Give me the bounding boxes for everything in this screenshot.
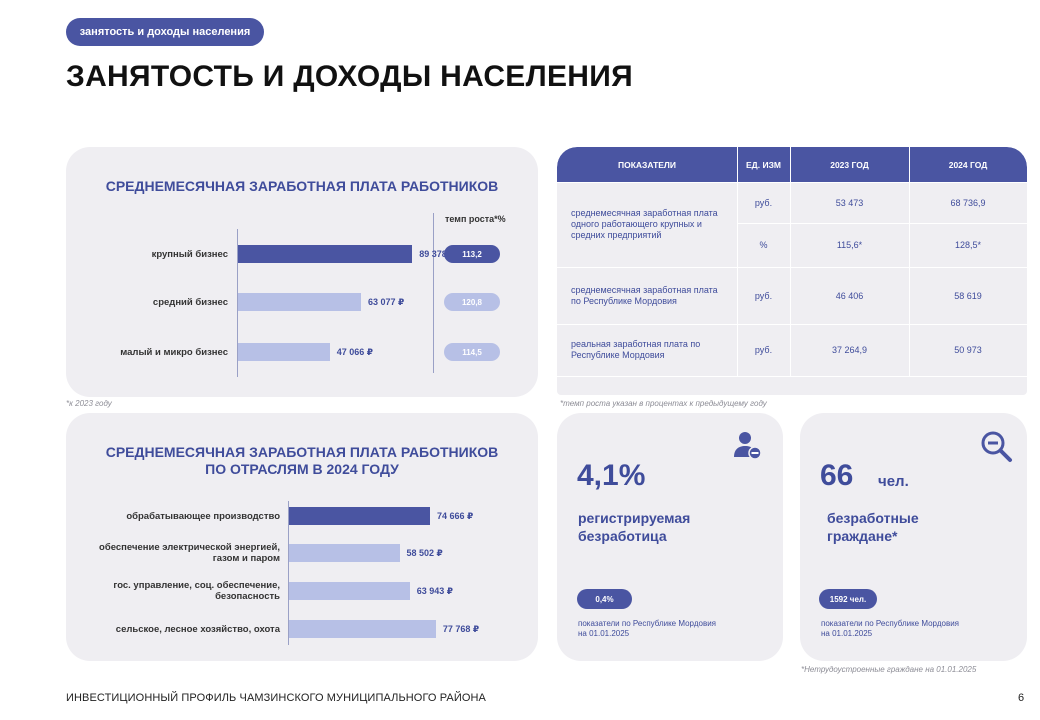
table-header: ПОКАЗАТЕЛИ ЕД. ИЗМ 2023 ГОД 2024 ГОД (557, 147, 1027, 182)
th-2023: 2023 ГОД (830, 159, 869, 170)
unemployment-label-line2: безработица (578, 528, 667, 544)
bar-value-label: 74 666 ₽ (437, 511, 474, 521)
salary-footnote: *к 2023 году (66, 399, 112, 408)
industry-chart-title-line1: СРЕДНЕМЕСЯЧНАЯ ЗАРАБОТНАЯ ПЛАТА РАБОТНИК… (105, 444, 499, 460)
region-unemployment-badge: 0,4% (577, 589, 632, 609)
unemployed-count-unit: чел. (878, 473, 909, 490)
unemployed-footnote: *Нетрудоустроенные граждане на 01.01.202… (801, 665, 977, 674)
section-tag[interactable]: занятость и доходы населения (66, 18, 264, 46)
table-cell-2024: 68 736,9 (950, 197, 986, 208)
table-footnote: *темп роста указан в процентах к предыду… (560, 399, 767, 408)
table-cell-2023: 115,6* (836, 240, 863, 250)
bar-value-label: 63 077 ₽ (368, 297, 405, 307)
table-divider (557, 376, 1027, 377)
table-divider (909, 147, 910, 182)
bar-category-label: обеспечение электрической энергией, газо… (99, 542, 280, 564)
table-cell-unit: руб. (754, 197, 773, 208)
bar-category-label: сельское, лесное хозяйство, охота (115, 623, 280, 635)
bar-category-label: гос. управление, соц. обеспечение, безоп… (113, 580, 280, 602)
user-minus-icon (734, 432, 762, 460)
table-cell-2024: 58 619 (954, 290, 982, 301)
th-indicator: ПОКАЗАТЕЛИ (617, 159, 677, 170)
bar-value-label: 77 768 ₽ (442, 624, 480, 634)
table-divider (557, 267, 1027, 268)
bar (289, 582, 410, 600)
th-2024: 2024 ГОД (948, 159, 988, 170)
table-cell-unit: % (759, 240, 768, 250)
unemployed-label: безработные граждане* (827, 509, 919, 545)
table-cell-2023: 53 473 (835, 197, 864, 208)
unemployed-label-line2: граждане* (827, 528, 898, 544)
bar-value-label: 63 943 ₽ (416, 586, 454, 596)
bar-value-label: 47 066 ₽ (336, 347, 374, 357)
search-minus-icon (981, 431, 1012, 462)
industry-chart-card: СРЕДНЕМЕСЯЧНАЯ ЗАРАБОТНАЯ ПЛАТА РАБОТНИК… (66, 413, 538, 661)
rate-divider (433, 213, 434, 373)
region-note: показатели по Республике Мордовия на 01.… (821, 619, 959, 639)
region-note: показатели по Республике Мордовия на 01.… (578, 619, 716, 639)
table-cell-unit: руб. (754, 345, 773, 355)
growth-rate-header: темп роста*% (445, 214, 506, 224)
bar (289, 544, 400, 562)
region-note-line1: показатели по Республике Мордовия (821, 619, 959, 628)
page-title: ЗАНЯТОСТЬ И ДОХОДЫ НАСЕЛЕНИЯ (66, 60, 633, 93)
bar-category-label: крупный бизнес (151, 249, 228, 260)
salary-chart-title: СРЕДНЕМЕСЯЧНАЯ ЗАРАБОТНАЯ ПЛАТА РАБОТНИК… (105, 178, 499, 194)
chart-axis (237, 229, 238, 377)
th-unit: ЕД. ИЗМ (746, 159, 781, 170)
unemployed-label-line1: безработные (827, 510, 919, 526)
table-divider (737, 147, 738, 182)
table-cell-indicator: среднемесячная заработная плата одного р… (571, 208, 718, 240)
bar (289, 507, 431, 525)
growth-rate-badge: 120,8 (444, 293, 500, 311)
table-divider (790, 182, 791, 377)
unemployed-card: 66 чел. безработные граждане* 1592 чел. … (800, 413, 1027, 661)
region-note-line2: на 01.01.2025 (821, 629, 873, 638)
table-divider (557, 324, 1027, 325)
industry-chart-title: СРЕДНЕМЕСЯЧНАЯ ЗАРАБОТНАЯ ПЛАТА РАБОТНИК… (66, 444, 538, 478)
bar-category-label: средний бизнес (152, 297, 228, 308)
table-cell-2024: 50 973 (954, 345, 982, 355)
table-divider (737, 223, 1027, 224)
table-divider (737, 182, 738, 377)
bar-category-label: малый и микро бизнес (120, 347, 228, 358)
salary-indicators-table: ПОКАЗАТЕЛИ ЕД. ИЗМ 2023 ГОД 2024 ГОД сре… (557, 147, 1027, 395)
bar-category-label: обрабатывающее производство (126, 510, 280, 522)
bar (238, 293, 361, 311)
unemployment-label-line1: регистрируемая (578, 510, 691, 526)
chart-axis (288, 501, 289, 645)
bar-value-label: 89 378 ₽ (419, 249, 456, 259)
bar (238, 245, 413, 263)
growth-rate-badge: 114,5 (444, 343, 500, 361)
bar-value-label: 58 502 ₽ (406, 548, 443, 558)
table-divider (557, 182, 1027, 183)
table-cell-indicator: реальная заработная плата по Республике … (571, 339, 701, 360)
unemployment-rate-value: 4,1% (577, 459, 646, 492)
salary-chart-card: СРЕДНЕМЕСЯЧНАЯ ЗАРАБОТНАЯ ПЛАТА РАБОТНИК… (66, 147, 538, 397)
region-note-line2: на 01.01.2025 (578, 629, 630, 638)
page-number: 6 (1018, 692, 1025, 704)
region-unemployed-badge: 1592 чел. (819, 589, 877, 609)
table-cell-2023: 46 406 (835, 290, 864, 301)
region-note-line1: показатели по Республике Мордовия (578, 619, 716, 628)
growth-rate-badge: 113,2 (444, 245, 500, 263)
bar (289, 620, 436, 638)
table-cell-2024: 128,5* (954, 240, 982, 250)
table-cell-2023: 37 264,9 (831, 345, 868, 355)
bar (238, 343, 330, 361)
footer-title: ИНВЕСТИЦИОННЫЙ ПРОФИЛЬ ЧАМЗИНСКОГО МУНИЦ… (66, 692, 486, 704)
unemployment-label: регистрируемая безработица (578, 509, 690, 545)
unemployed-count-value: 66 (820, 459, 854, 492)
industry-chart-title-line2: ПО ОТРАСЛЯМ В 2024 ГОДУ (205, 461, 399, 477)
table-divider (790, 147, 791, 182)
table-divider (909, 182, 910, 377)
unemployment-card: 4,1% регистрируемая безработица 0,4% пок… (557, 413, 783, 661)
table-cell-indicator: среднемесячная заработная плата по Респу… (571, 284, 718, 306)
table-cell-unit: руб. (754, 290, 773, 301)
